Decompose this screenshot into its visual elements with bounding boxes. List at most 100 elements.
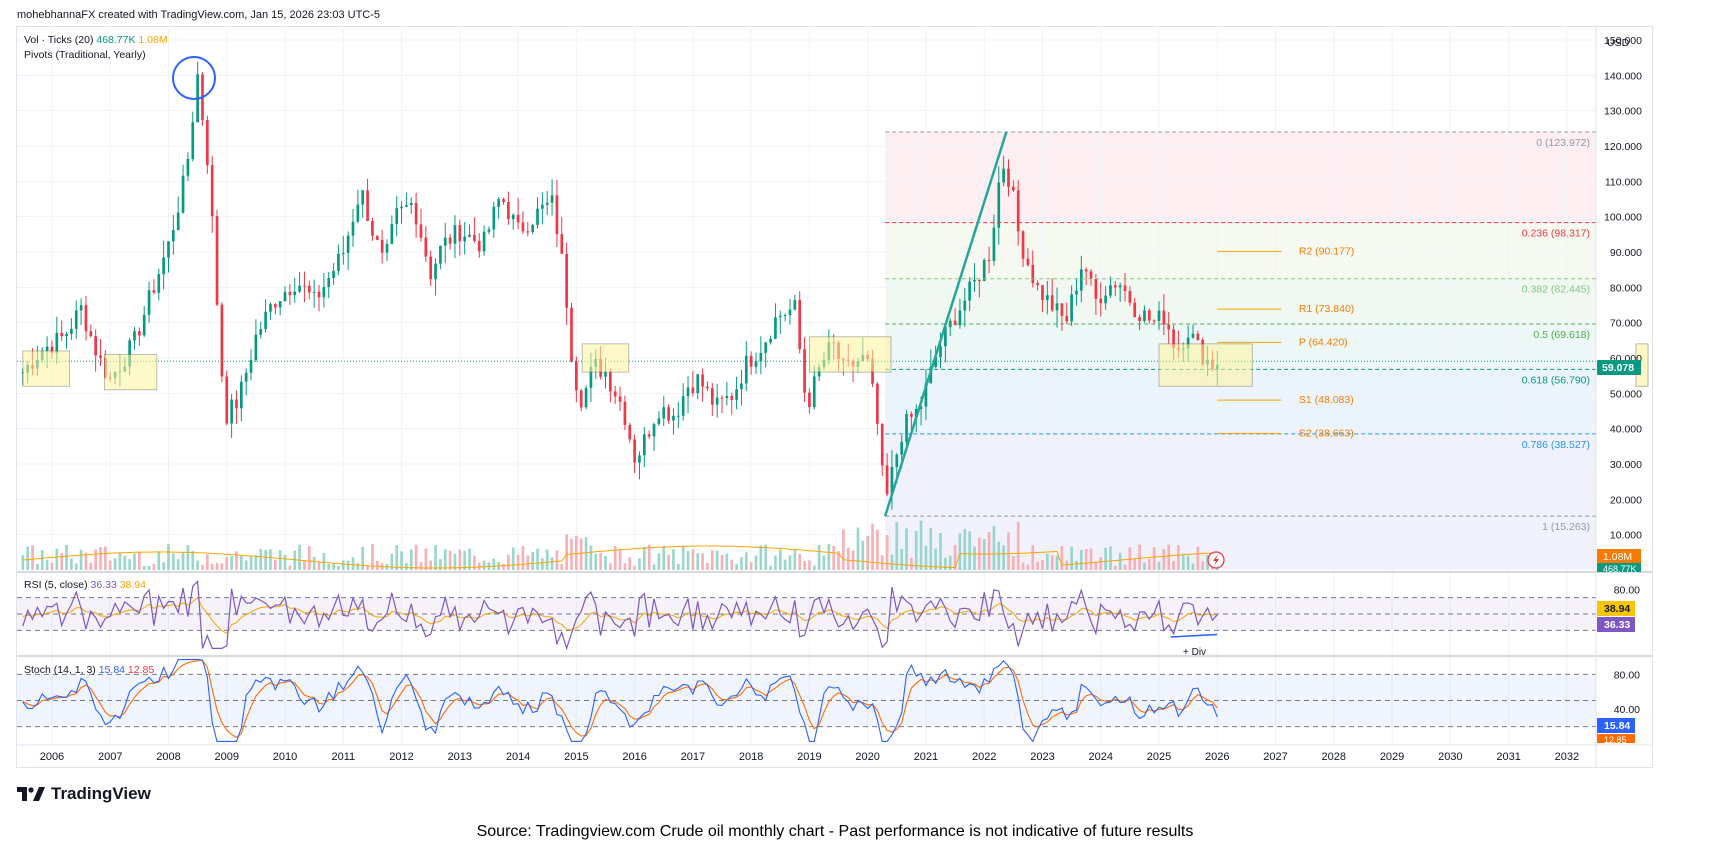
candle-body (511, 214, 515, 220)
volume-bar (1079, 549, 1083, 570)
volume-bar (434, 545, 437, 570)
volume-bar (70, 558, 73, 570)
volume-bar (317, 562, 321, 570)
candle-body (448, 237, 452, 244)
stoch-legend[interactable]: Stoch (14, 1, 3) 15.84 12.85 (24, 664, 154, 676)
y-tick-label: 70.000 (1610, 318, 1642, 330)
volume-legend[interactable]: Vol · Ticks (20) 468.77K 1.08M (24, 34, 168, 46)
x-tick-label: 2025 (1147, 751, 1171, 763)
candle-body (303, 285, 306, 287)
candle-body (516, 214, 520, 223)
volume-bar (123, 555, 127, 570)
source-caption: Source: Tradingview.com Crude oil monthl… (476, 823, 1194, 840)
volume-bar (244, 560, 248, 570)
volume-bar (866, 535, 870, 570)
divergence-line (1170, 633, 1218, 638)
candle-body (210, 165, 214, 217)
support-zone-box (1158, 343, 1253, 387)
volume-bar (1045, 553, 1049, 570)
volume-bar (740, 557, 743, 570)
fib-zone-5 (885, 433, 1596, 517)
candle-body (186, 158, 190, 176)
x-tick-label: 2030 (1438, 751, 1462, 763)
volume-bar (356, 563, 360, 570)
candle-body (1113, 285, 1117, 288)
y-tick-label: 100.000 (1604, 212, 1642, 224)
volume-bar (710, 550, 714, 570)
volume-bar (939, 532, 942, 570)
volume-bar (963, 528, 967, 570)
volume-bar (584, 537, 588, 570)
volume-bar (502, 563, 505, 570)
pivots-legend[interactable]: Pivots (Traditional, Yearly) (24, 49, 146, 61)
volume-bar (288, 565, 292, 570)
candle-body (341, 253, 345, 255)
x-tick-label: 2014 (506, 751, 530, 763)
candle-body (482, 231, 486, 252)
volume-bar (1021, 562, 1025, 570)
volume-bar (861, 540, 865, 570)
volume-bar (774, 555, 777, 570)
candle-body (254, 334, 258, 361)
volume-bar (1041, 559, 1044, 570)
volume-bar (662, 545, 666, 570)
candle-body (249, 360, 253, 373)
volume-bar (273, 559, 277, 570)
candle-body (283, 291, 287, 302)
tradingview-logo[interactable]: TradingView (17, 784, 151, 804)
rsi-legend[interactable]: RSI (5, close) 36.33 38.94 (24, 579, 146, 591)
volume-bar (429, 560, 433, 570)
candle-body (477, 240, 481, 252)
x-tick-label: 2013 (448, 751, 472, 763)
candle-body (1065, 315, 1069, 322)
volume-bar (473, 555, 476, 570)
volume-bar (45, 559, 49, 570)
candle-body (706, 386, 709, 389)
x-tick-label: 2029 (1380, 751, 1404, 763)
x-tick-label: 2026 (1205, 751, 1229, 763)
volume-bar (788, 555, 792, 570)
candle-body (473, 234, 476, 241)
volume-bar (269, 549, 272, 570)
candle-body (385, 243, 389, 253)
rsi-badge (1597, 617, 1635, 632)
candle-body (1016, 190, 1020, 232)
candle-body (633, 439, 636, 463)
candle-body (492, 206, 496, 230)
volume-bar (351, 557, 355, 570)
candle-body (521, 222, 525, 232)
volume-bar (706, 562, 709, 570)
volume-bar (162, 562, 165, 570)
candle-body (730, 395, 734, 400)
candle-body (395, 208, 399, 225)
fib-zone-1 (885, 222, 1596, 279)
volume-bar (36, 564, 39, 570)
volume-bar (531, 551, 534, 570)
candle-body (919, 406, 923, 409)
candle-body (332, 270, 335, 279)
candle-body (463, 236, 467, 242)
volume-ma-label: 1.08M (1603, 551, 1632, 563)
candle-body (803, 349, 806, 393)
candle-body (963, 300, 967, 311)
candle-body (327, 278, 331, 288)
volume-bar (50, 562, 54, 570)
support-zone-box (103, 354, 158, 391)
candle-body (1191, 333, 1195, 338)
candle-body (749, 355, 753, 367)
candle-body (944, 327, 947, 347)
volume-bar (1206, 555, 1209, 570)
candle-body (138, 331, 141, 336)
fib-level-label: 0.618 (56.790) (1522, 374, 1590, 386)
volume-bar (812, 565, 816, 570)
volume-bar (1084, 548, 1088, 570)
rsi-line (22, 580, 1218, 651)
volume-bar (642, 546, 646, 570)
candle-body (293, 291, 297, 296)
candle-body (414, 202, 418, 225)
volume-bar (1007, 532, 1010, 570)
candle-body (536, 208, 539, 225)
candle-body (1109, 285, 1112, 296)
candle-body (45, 346, 49, 351)
